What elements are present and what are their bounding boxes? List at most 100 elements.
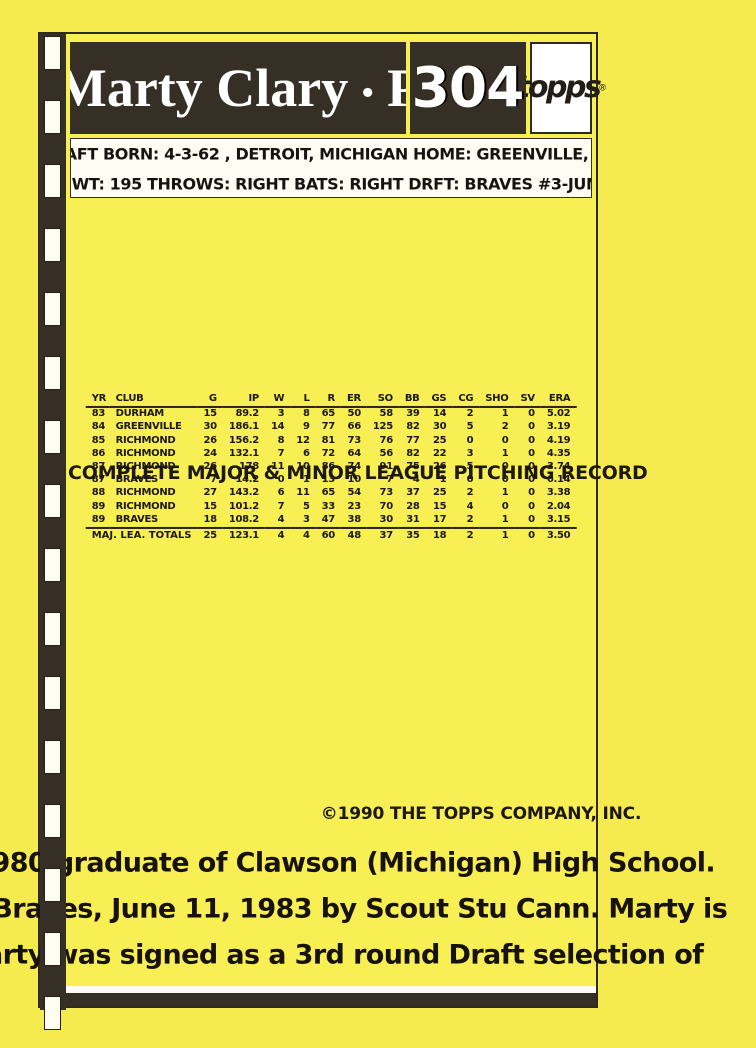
col-header-club: CLUB	[109, 392, 198, 408]
cell-stat: 65	[321, 408, 335, 420]
cell-stat: 108.2	[228, 513, 259, 525]
cell-stat: 26	[203, 434, 217, 446]
cell-stat: 73	[347, 434, 361, 446]
topps-logo-box: topps®	[516, 42, 606, 134]
cell-stat: 31	[406, 513, 420, 525]
cell-stat: 56	[379, 447, 393, 459]
cell-stat: 0	[528, 513, 535, 525]
cell-stat: 0	[528, 487, 535, 499]
cell-stat: 1	[501, 513, 509, 525]
cell-club: RICHMOND	[115, 487, 176, 499]
cell-stat: 2	[466, 513, 474, 525]
cell-stat: 7	[386, 474, 393, 486]
bio-line-1-slot: HT: 6'4" WT: 195 THROWS: RIGHT BATS: RIG…	[71, 169, 591, 198]
cell-stat: 65	[321, 487, 335, 499]
perforation-dash	[44, 932, 62, 966]
cell-stat: 25	[433, 434, 447, 446]
cell-year: 84	[91, 421, 106, 433]
col-header-sho: SHO	[479, 392, 515, 408]
col-header-r: R	[315, 392, 341, 408]
topps-wordmark: topps	[516, 70, 600, 105]
pitching-record-table: YR CLUB G IP W L R ER SO BB GS CG SHO SV ERA 83 DURHAM 1…	[85, 392, 577, 544]
table-row: 86 RICHMOND 24 132.1 7 6 72 64 56 82 22 3 1 0 4.35	[86, 448, 577, 461]
cell-club: RICHMOND	[115, 447, 176, 459]
cell-club: BRAVES	[115, 474, 158, 486]
table-row: 87 BRAVES 7 14.2 0 1 13 10 7 4 1 0 0 0 6.14	[86, 474, 577, 487]
cell-stat: 8	[277, 434, 285, 446]
cell-stat: 26	[203, 460, 217, 472]
card-content-plate: topps® 304 Marty Clary • P HT: 6'4" WT: …	[0, 34, 727, 986]
cell-stat: 38	[347, 513, 361, 525]
col-header-g: G	[197, 392, 223, 408]
bio-line-2: ACQ: VIA DRAFT BORN: 4-3-62 , DETROIT, M…	[71, 144, 591, 164]
col-header-cg: CG	[452, 392, 480, 408]
cell-club: BRAVES	[115, 513, 158, 525]
blurb-line-2: the Braves, June 11, 1983 by Scout Stu C…	[0, 893, 728, 925]
col-header-gs: GS	[425, 392, 453, 408]
cell-stat: 76	[379, 434, 393, 446]
cell-stat: 14	[270, 421, 285, 433]
cell-stat: 27	[203, 487, 217, 499]
cell-stat: 81	[321, 434, 335, 446]
cell-stat: 26	[433, 460, 447, 472]
cell-club: RICHMOND	[115, 460, 176, 472]
cell-stat: 2.04	[546, 500, 571, 512]
col-header-era: ERA	[540, 392, 577, 408]
cell-stat: 39	[406, 408, 420, 420]
totals-row: MAJ. LEA. TOTALS 25 123.1 4 4 60 48 37 35 18 2 1 0 3.…	[85, 527, 577, 544]
cell-stat: 25	[433, 487, 447, 499]
cell-stat: 3.19	[546, 421, 571, 433]
cell-total: 25	[197, 527, 223, 544]
cell-stat: 70	[379, 500, 393, 512]
cell-stat: 13	[321, 474, 335, 486]
col-header-so: SO	[366, 392, 399, 408]
cell-stat: 22	[433, 447, 447, 459]
cell-total: 0	[514, 527, 541, 544]
cell-stat: 6	[302, 447, 310, 459]
cell-stat: 0	[528, 421, 535, 433]
cell-stat: 0	[277, 474, 285, 486]
registered-mark: ®	[599, 82, 606, 93]
cell-stat: 2	[466, 408, 474, 420]
cell-stat: 7	[277, 500, 285, 512]
blurb-line-2-slot: the Braves, June 11, 1983 by Scout Stu C…	[0, 886, 727, 932]
cell-stat: 24	[203, 447, 217, 459]
player-name-strip: Marty Clary • P	[70, 42, 406, 134]
bio-line-2-slot: ACQ: VIA DRAFT BORN: 4-3-62 , DETROIT, M…	[71, 139, 591, 169]
cell-stat: 6.14	[546, 474, 571, 486]
perforation-dash	[44, 36, 62, 70]
cell-stat: 82	[406, 421, 420, 433]
cell-stat: 5.02	[546, 408, 571, 420]
cell-stat: 14.2	[235, 474, 259, 486]
cell-stat: 12	[296, 434, 310, 446]
bio-strip: HT: 6'4" WT: 195 THROWS: RIGHT BATS: RIG…	[70, 138, 592, 198]
cell-stat: 3	[466, 447, 474, 459]
cell-stat: 91	[379, 460, 393, 472]
cell-stat: 33	[321, 500, 335, 512]
cell-total: 2	[452, 527, 480, 544]
cell-club: RICHMOND	[115, 434, 176, 446]
cell-stat: 1	[501, 447, 509, 459]
cell-stat: 30	[379, 513, 393, 525]
cell-stat: 4	[277, 513, 285, 525]
cell-stat: 30	[433, 421, 447, 433]
table-row: 85 RICHMOND 26 156.2 8 12 81 73 76 77 25 0 0 0 4.19	[86, 435, 577, 448]
cell-stat: 10	[296, 460, 310, 472]
cell-stat: 132.1	[228, 447, 259, 459]
cell-stat: 3	[277, 408, 285, 420]
cell-stat: 8	[302, 408, 310, 420]
cell-stat: 178	[238, 460, 259, 472]
cell-stat: 73	[379, 487, 393, 499]
cell-total: 60	[315, 527, 341, 544]
cell-total: 35	[398, 527, 426, 544]
table-row: 88 RICHMOND 27 143.2 6 11 65 54 73 37 25 2 1 0 3.38	[86, 487, 577, 500]
cell-year: 85	[91, 434, 106, 446]
perforation-dash	[44, 228, 62, 262]
perforation-dash	[44, 548, 62, 582]
cell-year: 83	[91, 408, 106, 420]
cell-stat: 4	[412, 474, 420, 486]
cell-stat: 0	[528, 500, 535, 512]
perforation-dash	[44, 804, 62, 838]
col-header-er: ER	[340, 392, 367, 408]
